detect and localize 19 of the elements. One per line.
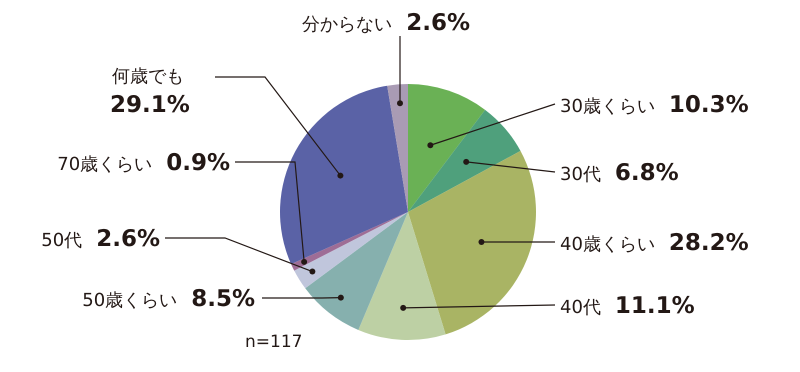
data-label: 10.3% (668, 92, 749, 118)
slice-label: 何歳でも (112, 66, 184, 87)
data-label: 0.9% (166, 150, 230, 176)
data-label: 29.1% (110, 92, 190, 118)
slice-label: 50代 (41, 230, 82, 251)
data-label: 2.6% (96, 226, 160, 252)
slice-label: 70歳くらい (57, 154, 152, 175)
data-label: 8.5% (191, 286, 255, 312)
slice-label: 30歳くらい (560, 96, 655, 117)
slice-label: 40代 (560, 297, 601, 318)
data-label: 11.1% (614, 293, 695, 319)
slice-label: 50歳くらい (82, 290, 178, 311)
slice-label: 40歳くらい (560, 234, 655, 255)
slice-label: 30代 (560, 164, 601, 185)
slice-label: 分からない (302, 14, 392, 35)
data-label: 2.6% (406, 10, 470, 36)
text: n=117 (245, 332, 302, 352)
data-label: 6.8% (614, 160, 679, 186)
data-label: 28.2% (668, 230, 749, 256)
